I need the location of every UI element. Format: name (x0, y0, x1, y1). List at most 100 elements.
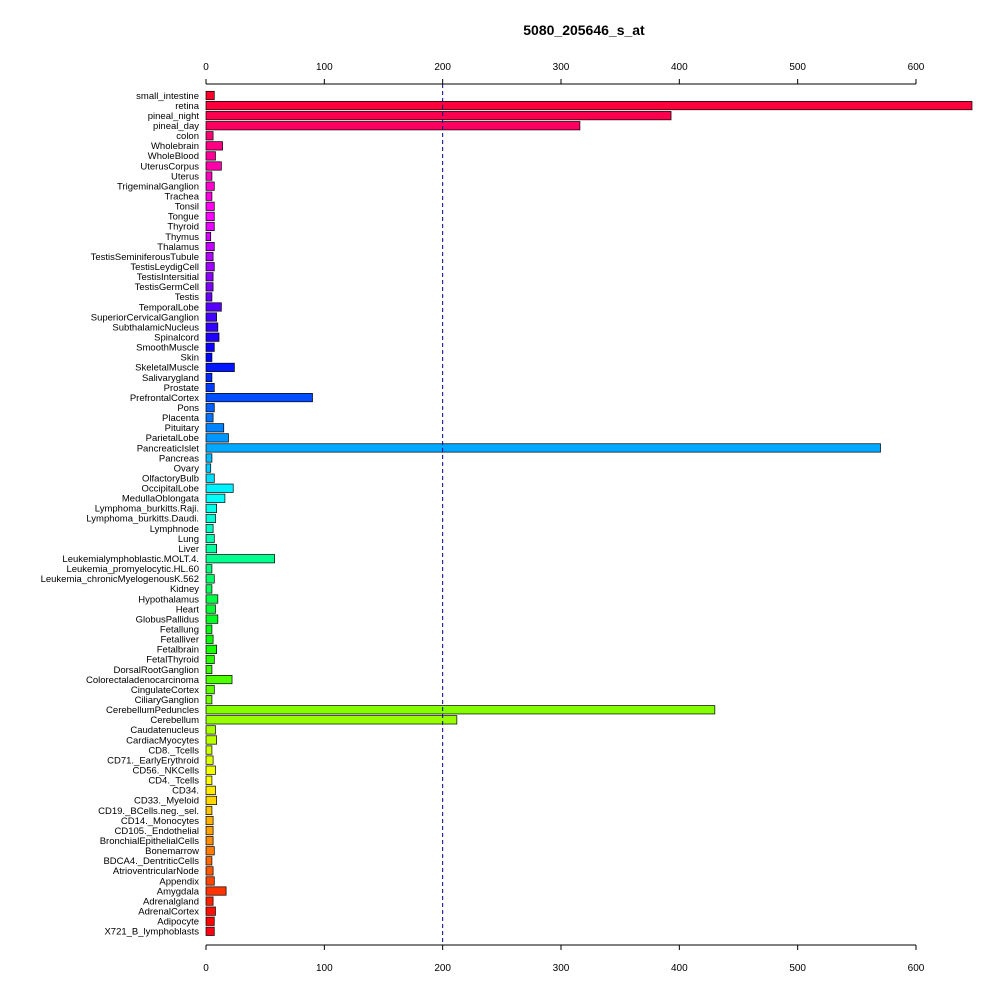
bar-PrefrontalCortex (205, 393, 313, 403)
bar-TrigeminalGanglion (205, 181, 215, 191)
bar-Wholebrain (205, 141, 223, 151)
tick-label: 400 (671, 963, 688, 974)
bar-AtrioventricularNode (205, 866, 214, 876)
bar-Thalamus (205, 242, 215, 252)
category-label: Testis (175, 292, 200, 303)
bar-SkeletalMuscle (205, 362, 235, 372)
category-label: Ovary (174, 463, 200, 474)
category-label: SuperiorCervicalGanglion (91, 312, 199, 323)
bar-WholeBlood (205, 151, 216, 161)
category-label: FetalThyroid (146, 655, 199, 666)
bar-X721_B_lymphoblasts (205, 926, 215, 936)
bar-Testis (205, 292, 213, 302)
category-label: GlobusPallidus (136, 614, 200, 625)
bar-CD71._EarlyErythroid (205, 755, 214, 765)
category-label: Lymphnode (150, 524, 199, 535)
bar-Fetalliver (205, 634, 214, 644)
bar-Placenta (205, 413, 214, 423)
category-label: Caudatenucleus (130, 725, 199, 736)
bar-OlfactoryBulb (205, 473, 215, 483)
category-label: Fetalliver (160, 635, 199, 646)
bar-Leukemia_promyelocytic.HL.60 (205, 564, 213, 574)
category-label: TrigeminalGanglion (117, 181, 199, 192)
category-label: CingulateCortex (131, 685, 199, 696)
bar-Bonemarrow (205, 846, 215, 856)
category-label: Kidney (170, 584, 199, 595)
category-label: SkeletalMuscle (135, 363, 199, 374)
bar-ParietalLobe (205, 433, 229, 443)
category-label: X721_B_lymphoblasts (104, 927, 199, 938)
bar-CerebellumPeduncles (205, 705, 716, 715)
category-label: small_intestine (136, 91, 199, 102)
category-label: TestisLeydigCell (130, 262, 199, 273)
category-label: CD33._Myeloid (134, 796, 199, 807)
category-label: TemporalLobe (139, 302, 199, 313)
category-label: Lymphoma_burkitts.Raji. (95, 504, 199, 515)
bar-TestisGermCell (205, 282, 214, 292)
bar-CD14._Monocytes (205, 815, 214, 826)
tick-label: 200 (434, 963, 451, 974)
category-label: pineal_day (153, 121, 199, 132)
bar-Salivarygland (205, 372, 213, 383)
category-label: SmoothMuscle (136, 343, 199, 354)
axes: 0 100 200 300 400 500 600 0 100 200 300 400 500 600 (203, 62, 925, 974)
bar-CD4._Tcells (205, 775, 213, 785)
category-label: Amygdala (157, 886, 200, 897)
tick-label: 500 (789, 963, 806, 974)
category-labels: small_intestineretinapineal_nightpineal_… (41, 91, 200, 938)
category-label: Uterus (171, 171, 199, 182)
category-label: CD4._Tcells (148, 776, 199, 787)
bar-Skin (205, 352, 213, 362)
bar-SmoothMuscle (205, 342, 215, 352)
category-label: Lymphoma_burkitts.Daudi. (86, 514, 199, 525)
category-label: Adipocyte (157, 917, 199, 928)
category-label: Wholebrain (151, 141, 199, 152)
bar-pineal_night (205, 111, 672, 121)
category-label: Tongue (168, 212, 199, 223)
category-label: Colorectaladenocarcinoma (86, 675, 200, 686)
category-label: Fetallung (160, 625, 199, 636)
category-label: CardiacMyocytes (126, 735, 199, 746)
category-label: DorsalRootGanglion (113, 665, 199, 676)
category-label: PancreaticIslet (137, 443, 200, 454)
bar-CiliaryGanglion (205, 695, 213, 705)
category-label: AtrioventricularNode (113, 866, 199, 877)
category-label: Salivarygland (142, 373, 199, 384)
bar-TestisIntersitial (205, 272, 214, 282)
bar-Pancreas (205, 453, 213, 463)
bar-Thyroid (205, 221, 215, 231)
category-label: Lung (178, 534, 199, 545)
bar-Fetalbrain (205, 644, 217, 654)
bar-CD33._Myeloid (205, 795, 217, 805)
bar-Liver (205, 544, 217, 554)
category-label: pineal_night (148, 111, 200, 122)
category-label: Spinalcord (154, 332, 199, 343)
category-label: WholeBlood (148, 151, 199, 162)
bar-Adipocyte (205, 916, 215, 926)
bar-GlobusPallidus (205, 614, 219, 624)
bar-Ovary (205, 463, 212, 473)
bar-Lymphoma_burkitts.Raji. (205, 503, 217, 513)
bar-Leukemialymphoblastic.MOLT.4. (205, 554, 275, 564)
bar-CingulateCortex (205, 685, 215, 695)
category-label: Heart (176, 604, 200, 615)
category-label: Thyroid (167, 222, 199, 233)
bar-retina (205, 101, 973, 111)
bar-CardiacMyocytes (205, 735, 217, 745)
bar-Prostate (205, 382, 215, 393)
bar-pineal_day (205, 121, 581, 131)
bar-Colorectaladenocarcinoma (205, 675, 233, 685)
category-label: CD34. (172, 786, 199, 797)
tick-label: 600 (908, 963, 925, 974)
bar-Pons (205, 403, 215, 413)
tick-label: 400 (671, 62, 688, 73)
tick-label: 300 (553, 963, 570, 974)
category-label: CD56._NKCells (132, 765, 199, 776)
category-label: BronchialEpithelialCells (100, 836, 200, 847)
bar-FetalThyroid (205, 654, 215, 664)
category-label: BDCA4._DentriticCells (103, 856, 199, 867)
bar-Adrenalgland (205, 896, 214, 906)
bar-Lung (205, 534, 215, 544)
category-label: TestisGermCell (135, 282, 199, 293)
bar-CD56._NKCells (205, 765, 216, 775)
